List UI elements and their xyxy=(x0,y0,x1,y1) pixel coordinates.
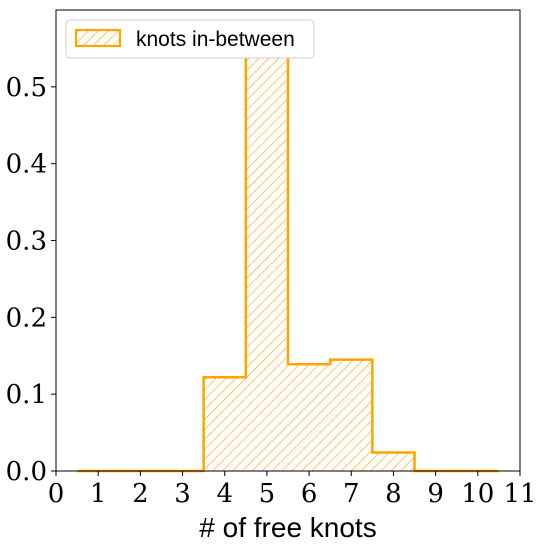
y-tick-label: 0.0 xyxy=(6,457,47,487)
y-tick-label: 0.5 xyxy=(6,73,47,103)
y-tick-label: 0.3 xyxy=(6,227,47,257)
ticks-layer: 0 1 2 3 4 5 6 7 8 9 10 11 0.0 0.1 0.2 0.3 0.4 0.5 xyxy=(6,73,537,509)
x-tick-label: 10 xyxy=(461,479,494,509)
legend: knots in-between xyxy=(65,19,315,59)
y-tick-label: 0.2 xyxy=(6,303,47,333)
x-tick-label: 6 xyxy=(301,479,318,509)
x-tick-label: 2 xyxy=(132,479,149,509)
x-tick-label: 5 xyxy=(259,479,276,509)
x-axis-label: # of free knots xyxy=(199,512,376,543)
x-tick-label: 3 xyxy=(174,479,191,509)
legend-swatch xyxy=(74,28,122,48)
x-tick-label: 11 xyxy=(503,479,536,509)
x-tick-label: 8 xyxy=(385,479,402,509)
x-tick-label: 4 xyxy=(216,479,233,509)
histogram-bar xyxy=(203,377,246,471)
x-tick-label: 1 xyxy=(90,479,107,509)
histogram-bar xyxy=(330,359,373,471)
legend-box xyxy=(65,19,315,59)
y-tick-label: 0.1 xyxy=(6,380,47,410)
legend-label: knots in-between xyxy=(136,28,295,51)
x-tick-label: 0 xyxy=(48,479,65,509)
histogram-bar xyxy=(372,452,415,471)
x-tick-label: 7 xyxy=(343,479,360,509)
histogram-bar xyxy=(288,364,331,471)
x-tick-label: 9 xyxy=(427,479,444,509)
y-tick-label: 0.4 xyxy=(6,150,47,180)
bars-layer xyxy=(77,27,499,473)
histogram-bar xyxy=(245,29,288,471)
